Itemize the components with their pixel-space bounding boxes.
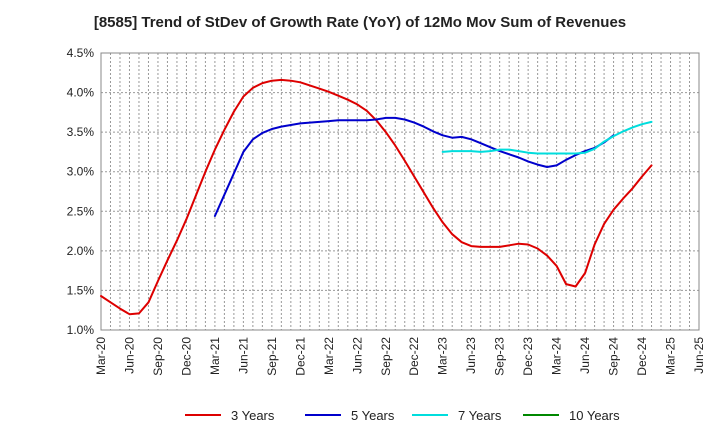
x-tick-label: Dec-23 bbox=[521, 337, 535, 376]
series-line-5-years bbox=[213, 116, 615, 217]
x-tick-label: Sep-23 bbox=[493, 337, 507, 376]
y-tick-label: 4.5% bbox=[67, 46, 95, 60]
legend-swatch bbox=[412, 414, 448, 416]
y-tick-label: 1.0% bbox=[67, 323, 95, 337]
x-tick-label: Mar-22 bbox=[322, 337, 336, 375]
x-tick-label: Sep-20 bbox=[151, 337, 165, 376]
x-tick-label: Sep-21 bbox=[265, 337, 279, 376]
x-tick-label: Dec-22 bbox=[407, 337, 421, 376]
y-tick-label: 4.0% bbox=[67, 86, 95, 100]
x-tick-label: Jun-25 bbox=[692, 337, 706, 374]
legend-label: 10 Years bbox=[569, 407, 620, 423]
y-tick-label: 2.0% bbox=[67, 244, 95, 258]
x-tick-label: Jun-20 bbox=[122, 337, 136, 374]
y-tick-label: 3.0% bbox=[67, 165, 95, 179]
x-tick-label: Dec-21 bbox=[293, 337, 307, 376]
x-tick-label: Jun-23 bbox=[464, 337, 478, 374]
chart-plot-area: 4.5% 4.0% 3.5% 3.0% 2.5% 2.0% 1.5% 1.0%Mar-20 Ju… bbox=[67, 46, 706, 376]
legend-item: 7 Years bbox=[412, 405, 501, 425]
legend-swatch bbox=[523, 414, 559, 416]
legend-label: 3 Years bbox=[231, 407, 275, 423]
chart-legend: 3 Years 5 Years 7 Years 10 Years bbox=[0, 405, 720, 425]
legend-item: 5 Years bbox=[305, 405, 394, 425]
legend-label: 5 Years bbox=[351, 407, 395, 423]
series-line-7-years bbox=[441, 120, 653, 155]
legend-label: 7 Years bbox=[458, 407, 502, 423]
x-tick-label: Sep-22 bbox=[379, 337, 393, 376]
x-tick-label: Mar-23 bbox=[436, 337, 450, 375]
x-tick-label: Mar-21 bbox=[208, 337, 222, 375]
y-tick-label: 3.5% bbox=[67, 125, 95, 139]
plot-frame bbox=[100, 52, 700, 331]
y-tick-label: 1.5% bbox=[67, 283, 95, 297]
legend-item: 10 Years bbox=[523, 405, 620, 425]
x-tick-label: Mar-24 bbox=[550, 337, 564, 375]
chart-title: [8585] Trend of StDev of Growth Rate (Yo… bbox=[93, 14, 627, 31]
x-tick-label: Mar-25 bbox=[664, 337, 678, 375]
legend-swatch bbox=[305, 414, 341, 416]
y-tick-label: 2.5% bbox=[67, 204, 95, 218]
legend-swatch bbox=[185, 414, 221, 416]
x-tick-label: Jun-21 bbox=[236, 337, 250, 374]
x-tick-label: Jun-22 bbox=[350, 337, 364, 374]
x-tick-label: Dec-24 bbox=[635, 337, 649, 376]
x-tick-label: Mar-20 bbox=[94, 337, 108, 375]
x-tick-label: Sep-24 bbox=[607, 337, 621, 376]
x-tick-label: Jun-24 bbox=[578, 337, 592, 374]
x-tick-label: Dec-20 bbox=[179, 337, 193, 376]
legend-item: 3 Years bbox=[185, 405, 274, 425]
